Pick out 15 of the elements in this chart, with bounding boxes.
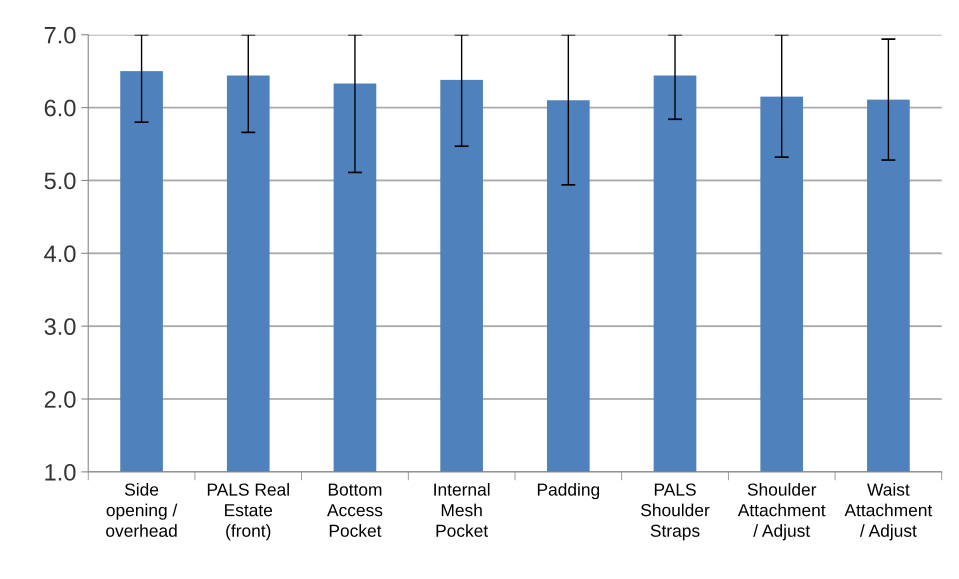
y-tick-label: 7.0 bbox=[44, 26, 76, 44]
x-tick-label: Waist Attachment / Adjust bbox=[844, 482, 932, 540]
y-tick-label: 1.0 bbox=[45, 464, 76, 481]
y-tick-label: 5.0 bbox=[44, 172, 76, 190]
x-tick-label: PALS Real Estate (front) bbox=[208, 482, 289, 540]
x-tick-label: Shoulder Attachment / Adjust bbox=[738, 482, 826, 540]
x-tick-label: Internal Mesh Pocket bbox=[434, 482, 490, 537]
x-tick-label: Padding bbox=[538, 482, 600, 500]
y-tick-label: 2.0 bbox=[44, 391, 76, 408]
y-tick-label: 3.0 bbox=[44, 318, 76, 335]
y-tick-label: 4.0 bbox=[44, 245, 76, 262]
x-tick-label: Bottom Access Pocket bbox=[327, 484, 382, 537]
x-tick-label: PALS Shoulder Straps bbox=[641, 483, 710, 540]
x-tick-label: Side opening / overhead bbox=[106, 482, 178, 537]
y-tick-label: 6.0 bbox=[44, 100, 76, 116]
